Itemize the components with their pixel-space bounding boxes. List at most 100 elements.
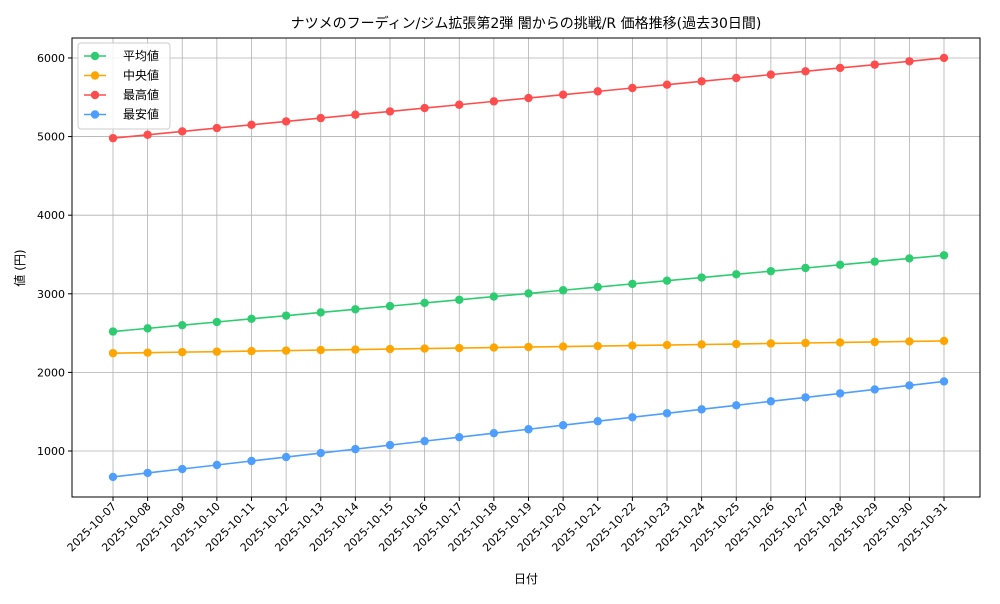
data-point bbox=[870, 60, 879, 69]
data-point bbox=[212, 347, 222, 356]
data-point bbox=[558, 342, 568, 351]
data-point bbox=[316, 308, 325, 317]
data-point bbox=[385, 344, 395, 354]
data-point bbox=[143, 348, 152, 357]
data-point bbox=[593, 282, 602, 292]
data-point bbox=[143, 468, 152, 478]
data-point bbox=[732, 270, 741, 279]
data-point bbox=[489, 428, 499, 438]
data-point bbox=[247, 120, 256, 129]
data-point bbox=[766, 397, 776, 406]
data-point bbox=[455, 295, 464, 304]
data-point bbox=[524, 93, 533, 103]
data-point bbox=[732, 401, 741, 410]
y-tick-label: 1000 bbox=[37, 445, 65, 458]
chart-title: ナツメのフーディン/ジム拡張第2弾 闇からの挑戦/R 価格推移(過去30日間) bbox=[291, 15, 762, 32]
series-0 bbox=[108, 251, 949, 336]
data-point bbox=[801, 393, 810, 402]
data-point bbox=[143, 130, 152, 139]
series-3 bbox=[108, 377, 949, 482]
data-point bbox=[801, 263, 810, 273]
data-point bbox=[281, 311, 291, 320]
data-point bbox=[697, 273, 706, 282]
data-point bbox=[455, 432, 464, 442]
data-point bbox=[108, 133, 118, 143]
data-point bbox=[905, 57, 914, 66]
data-point bbox=[489, 292, 499, 301]
data-point bbox=[524, 342, 533, 352]
data-point bbox=[939, 251, 949, 260]
legend-label: 最安値 bbox=[123, 107, 159, 122]
data-point bbox=[178, 347, 187, 357]
data-point bbox=[939, 53, 949, 63]
data-point bbox=[835, 260, 845, 269]
data-point bbox=[212, 460, 222, 470]
legend-marker bbox=[90, 110, 100, 119]
data-point bbox=[489, 343, 499, 352]
data-point bbox=[835, 338, 845, 347]
data-point bbox=[247, 346, 256, 356]
data-point bbox=[766, 339, 776, 348]
legend-label: 最高値 bbox=[123, 87, 159, 102]
y-axis-label: 値 (円) bbox=[12, 249, 27, 286]
data-point bbox=[351, 305, 360, 314]
data-point bbox=[697, 405, 706, 414]
data-point bbox=[524, 289, 533, 298]
data-point bbox=[939, 336, 949, 346]
data-point bbox=[732, 339, 741, 349]
data-point bbox=[351, 345, 360, 354]
data-point bbox=[905, 254, 914, 263]
data-point bbox=[662, 80, 672, 89]
legend-marker bbox=[90, 51, 100, 61]
data-point bbox=[628, 341, 637, 350]
legend-marker bbox=[90, 71, 100, 80]
data-point bbox=[628, 279, 637, 289]
data-point bbox=[870, 257, 879, 266]
data-point bbox=[766, 70, 776, 79]
data-point bbox=[212, 317, 222, 327]
data-point bbox=[247, 314, 256, 323]
x-axis: 2025-10-072025-10-082025-10-092025-10-10… bbox=[65, 497, 950, 554]
data-point bbox=[143, 324, 152, 333]
data-point bbox=[316, 113, 325, 123]
data-point bbox=[662, 340, 672, 350]
data-point bbox=[870, 385, 879, 394]
data-point bbox=[766, 266, 776, 276]
data-point bbox=[593, 417, 602, 426]
series-2 bbox=[108, 53, 949, 143]
data-point bbox=[178, 464, 187, 474]
data-point bbox=[351, 110, 360, 119]
data-point bbox=[905, 381, 914, 390]
data-point bbox=[420, 103, 429, 113]
data-point bbox=[455, 343, 464, 353]
data-point bbox=[801, 67, 810, 76]
y-axis: 1000 2000 3000 4000 5000 6000 bbox=[37, 52, 72, 458]
data-point bbox=[212, 123, 222, 133]
data-point bbox=[697, 77, 706, 86]
data-point bbox=[593, 341, 602, 351]
data-point bbox=[351, 444, 360, 454]
data-point bbox=[732, 73, 741, 83]
data-point bbox=[420, 436, 429, 446]
y-tick-label: 3000 bbox=[37, 288, 65, 301]
data-point bbox=[316, 345, 325, 355]
data-point bbox=[247, 456, 256, 466]
data-point bbox=[385, 301, 395, 311]
data-point bbox=[455, 100, 464, 109]
legend-box bbox=[77, 42, 171, 130]
data-point bbox=[558, 286, 568, 295]
data-point bbox=[801, 338, 810, 348]
y-tick-label: 6000 bbox=[37, 52, 65, 65]
series-group bbox=[108, 53, 949, 482]
data-point bbox=[628, 83, 637, 93]
data-point bbox=[835, 63, 845, 73]
data-point bbox=[316, 448, 325, 458]
legend-marker bbox=[90, 90, 100, 100]
data-point bbox=[385, 107, 395, 116]
legend-label: 中央値 bbox=[123, 68, 159, 83]
data-point bbox=[939, 377, 949, 386]
data-point bbox=[870, 337, 879, 347]
grid bbox=[72, 38, 980, 497]
